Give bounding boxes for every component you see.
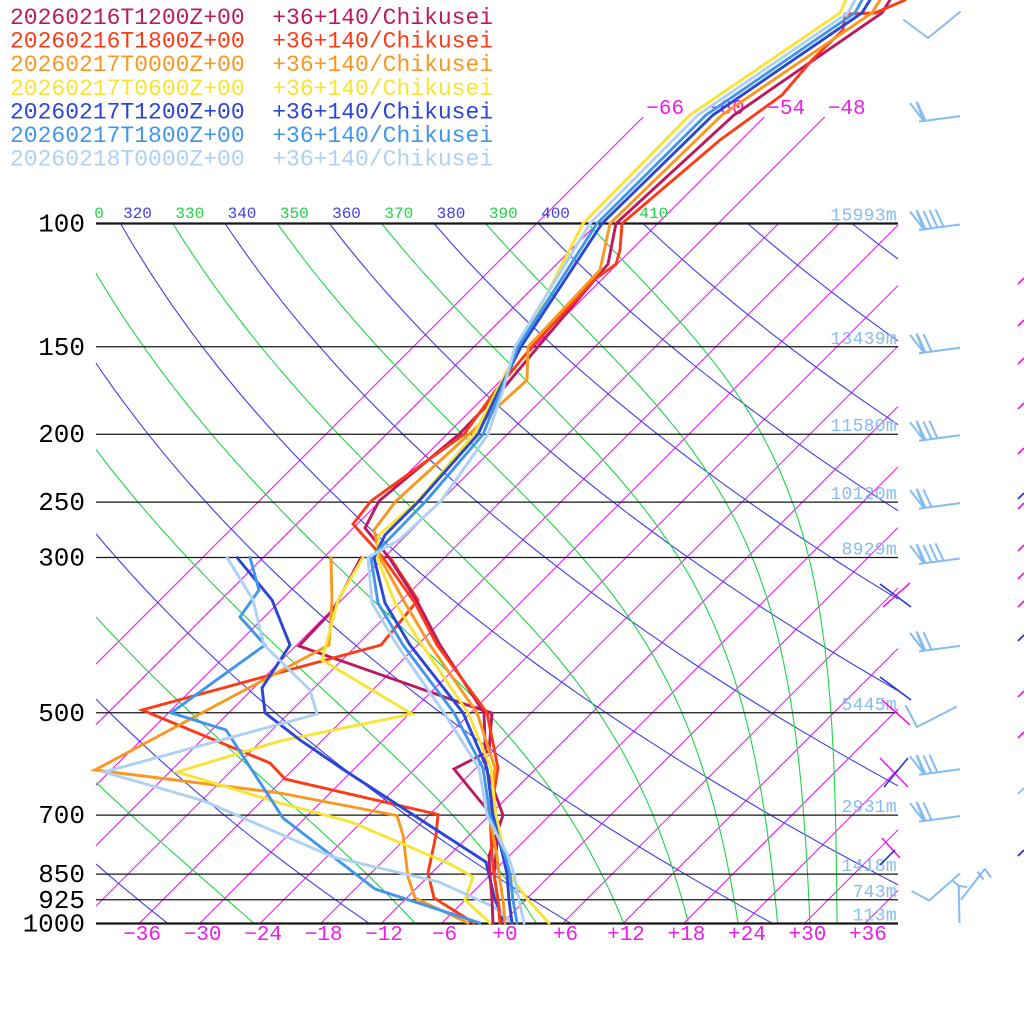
svg-text:20260217T1800Z+00 +36+140/Chi: 20260217T1800Z+00 +36+140/Chikusei bbox=[10, 123, 493, 149]
svg-text:20260217T1200Z+00 +36+140/Chi: 20260217T1200Z+00 +36+140/Chikusei bbox=[10, 99, 493, 125]
svg-text:320: 320 bbox=[123, 205, 152, 223]
svg-text:390: 390 bbox=[489, 205, 518, 223]
svg-text:−24: −24 bbox=[244, 924, 282, 947]
svg-text:+18: +18 bbox=[667, 924, 705, 947]
svg-text:850: 850 bbox=[38, 860, 85, 890]
svg-text:−48: −48 bbox=[828, 98, 866, 121]
svg-text:1000: 1000 bbox=[23, 910, 85, 940]
svg-text:−36: −36 bbox=[123, 924, 161, 947]
svg-text:−30: −30 bbox=[184, 924, 222, 947]
svg-text:113m: 113m bbox=[853, 907, 897, 927]
svg-text:20260216T1800Z+00 +36+140/Chi: 20260216T1800Z+00 +36+140/Chikusei bbox=[10, 29, 493, 55]
svg-text:−12: −12 bbox=[365, 924, 403, 947]
svg-text:500: 500 bbox=[38, 699, 85, 729]
svg-text:+6: +6 bbox=[553, 924, 578, 947]
svg-text:400: 400 bbox=[541, 205, 570, 223]
svg-text:−54: −54 bbox=[767, 98, 805, 121]
svg-text:20260217T0000Z+00 +36+140/Chi: 20260217T0000Z+00 +36+140/Chikusei bbox=[10, 52, 493, 78]
svg-text:330: 330 bbox=[175, 205, 204, 223]
svg-text:300: 300 bbox=[38, 544, 85, 574]
svg-text:10120m: 10120m bbox=[830, 485, 897, 505]
svg-text:−66: −66 bbox=[646, 98, 684, 121]
svg-text:410: 410 bbox=[639, 205, 668, 223]
svg-text:20260217T0600Z+00 +36+140/Chi: 20260217T0600Z+00 +36+140/Chikusei bbox=[10, 76, 493, 102]
svg-text:+36: +36 bbox=[849, 924, 887, 947]
svg-text:380: 380 bbox=[437, 205, 466, 223]
svg-text:−18: −18 bbox=[305, 924, 343, 947]
svg-text:−6: −6 bbox=[432, 924, 457, 947]
svg-text:360: 360 bbox=[332, 205, 361, 223]
svg-text:150: 150 bbox=[38, 333, 85, 363]
svg-text:+0: +0 bbox=[492, 924, 517, 947]
svg-text:20260218T0000Z+00 +36+140/Chi: 20260218T0000Z+00 +36+140/Chikusei bbox=[10, 147, 493, 173]
svg-text:100: 100 bbox=[38, 210, 85, 240]
svg-text:0: 0 bbox=[94, 205, 104, 223]
svg-text:+30: +30 bbox=[788, 924, 826, 947]
svg-text:200: 200 bbox=[38, 420, 85, 450]
svg-text:350: 350 bbox=[280, 205, 309, 223]
svg-text:743m: 743m bbox=[853, 883, 897, 903]
svg-text:+24: +24 bbox=[728, 924, 766, 947]
svg-text:2931m: 2931m bbox=[841, 798, 897, 818]
svg-text:20260216T1200Z+00 +36+140/Chi: 20260216T1200Z+00 +36+140/Chikusei bbox=[10, 5, 493, 31]
svg-text:8929m: 8929m bbox=[841, 541, 897, 561]
svg-text:+12: +12 bbox=[607, 924, 645, 947]
svg-text:15993m: 15993m bbox=[830, 207, 897, 227]
svg-text:700: 700 bbox=[38, 801, 85, 831]
svg-text:370: 370 bbox=[384, 205, 413, 223]
svg-text:250: 250 bbox=[38, 488, 85, 518]
svg-text:340: 340 bbox=[228, 205, 257, 223]
svg-text:925: 925 bbox=[38, 886, 85, 916]
svg-text:1418m: 1418m bbox=[841, 857, 897, 877]
svg-text:13439m: 13439m bbox=[830, 330, 897, 350]
svg-text:11580m: 11580m bbox=[830, 417, 897, 437]
